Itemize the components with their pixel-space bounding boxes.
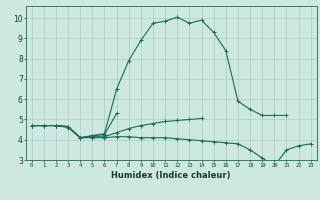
X-axis label: Humidex (Indice chaleur): Humidex (Indice chaleur) (111, 171, 231, 180)
